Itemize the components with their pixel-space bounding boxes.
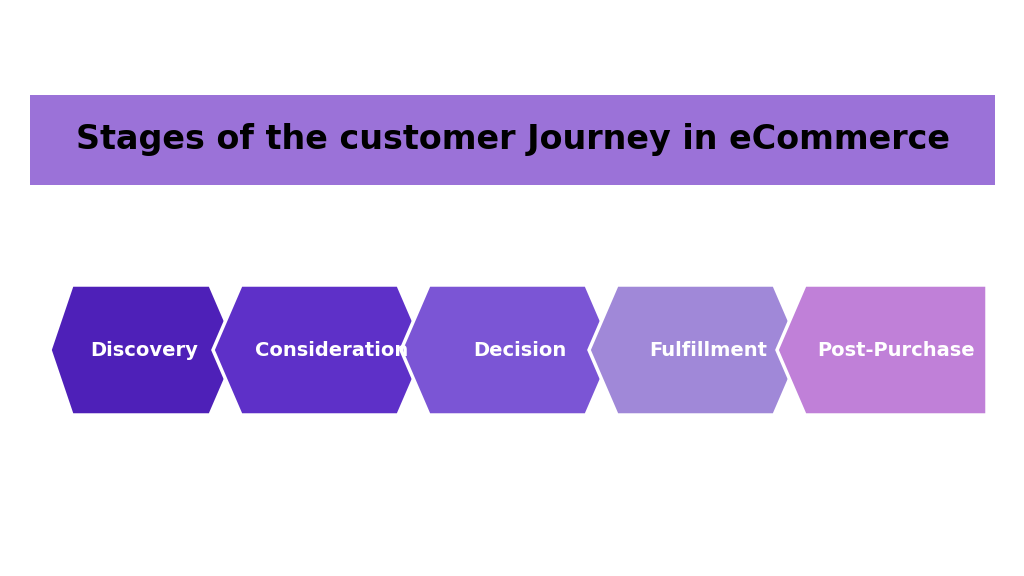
Polygon shape (589, 285, 802, 415)
Text: Stages of the customer Journey in eCommerce: Stages of the customer Journey in eComme… (76, 123, 949, 157)
Polygon shape (213, 285, 426, 415)
Polygon shape (777, 285, 987, 415)
Polygon shape (50, 285, 238, 415)
Text: Consideration: Consideration (255, 340, 409, 359)
Polygon shape (401, 285, 614, 415)
Text: Post-Purchase: Post-Purchase (817, 340, 975, 359)
Text: Fulfillment: Fulfillment (649, 340, 767, 359)
Text: Decision: Decision (473, 340, 566, 359)
FancyBboxPatch shape (30, 95, 995, 185)
Text: Discovery: Discovery (90, 340, 198, 359)
